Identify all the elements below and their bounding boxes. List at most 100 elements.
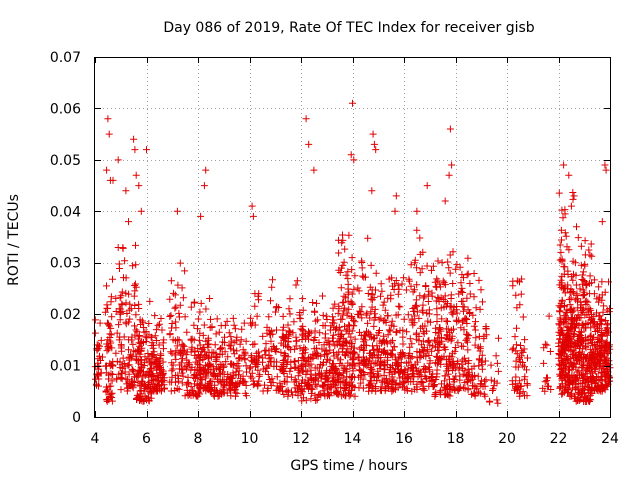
- data-point: [541, 378, 549, 386]
- data-point: [373, 377, 381, 385]
- data-point: [581, 262, 589, 270]
- data-point: [392, 328, 400, 336]
- data-point: [267, 358, 275, 366]
- data-point: [167, 277, 175, 285]
- data-point: [404, 311, 412, 319]
- data-point: [579, 268, 587, 276]
- data-point: [228, 337, 236, 345]
- data-point: [559, 214, 567, 222]
- data-point: [167, 348, 175, 356]
- data-point: [579, 271, 587, 279]
- data-point: [209, 370, 217, 378]
- data-point: [603, 362, 611, 370]
- data-point: [159, 369, 167, 377]
- data-point: [105, 375, 112, 383]
- data-point: [432, 352, 440, 360]
- data-point: [234, 379, 242, 387]
- data-point: [301, 349, 309, 357]
- data-point: [369, 130, 377, 138]
- data-point: [367, 308, 375, 316]
- data-point: [521, 373, 529, 381]
- data-point: [131, 282, 139, 289]
- data-point: [240, 319, 248, 327]
- data-point: [450, 383, 458, 391]
- data-point: [213, 354, 221, 362]
- data-point: [407, 282, 415, 290]
- data-point: [471, 326, 479, 334]
- data-point: [217, 322, 225, 330]
- data-point: [565, 171, 573, 179]
- data-point: [125, 361, 133, 369]
- data-point: [230, 361, 238, 369]
- data-point: [371, 310, 378, 318]
- data-point: [296, 311, 304, 319]
- data-point: [557, 346, 565, 354]
- data-point: [299, 306, 307, 314]
- data-point: [151, 332, 159, 340]
- data-point: [476, 347, 484, 355]
- data-point: [133, 328, 141, 336]
- data-point: [564, 327, 572, 334]
- data-point: [195, 364, 203, 372]
- data-point: [360, 331, 368, 339]
- data-point: [190, 298, 198, 306]
- data-point: [284, 386, 292, 394]
- data-point: [279, 365, 287, 372]
- data-point: [215, 370, 223, 378]
- data-point: [310, 337, 318, 345]
- data-point: [361, 341, 369, 349]
- data-point: [434, 277, 442, 285]
- data-point: [606, 345, 614, 353]
- data-point: [361, 361, 369, 369]
- data-point: [563, 323, 571, 331]
- data-point: [183, 348, 191, 356]
- data-point: [465, 332, 473, 340]
- data-point: [148, 339, 156, 347]
- data-point: [171, 351, 179, 359]
- data-point: [211, 341, 219, 349]
- data-point: [377, 292, 384, 300]
- data-point: [107, 331, 115, 339]
- data-point: [555, 189, 563, 197]
- data-point: [122, 289, 130, 297]
- data-point: [562, 383, 570, 391]
- data-point: [413, 302, 421, 310]
- data-point: [406, 277, 413, 285]
- data-point: [336, 360, 344, 367]
- data-point: [310, 166, 318, 174]
- data-point: [379, 301, 387, 309]
- data-point: [187, 335, 195, 343]
- data-point: [472, 304, 480, 312]
- data-point: [370, 335, 378, 343]
- data-point: [365, 383, 373, 391]
- data-point: [361, 371, 369, 379]
- data-point: [597, 315, 605, 323]
- data-point: [171, 304, 179, 312]
- data-point: [433, 373, 441, 381]
- data-point: [582, 394, 590, 402]
- data-point: [559, 331, 567, 338]
- data-point: [227, 333, 235, 341]
- data-point: [335, 378, 343, 386]
- data-point: [456, 376, 464, 384]
- data-point: [448, 332, 456, 340]
- data-point: [145, 378, 153, 386]
- data-point: [132, 261, 140, 269]
- data-point: [313, 299, 320, 307]
- data-point: [350, 348, 357, 356]
- data-point: [223, 317, 231, 325]
- data-point: [400, 315, 408, 323]
- data-point: [459, 384, 467, 392]
- data-point: [140, 324, 148, 331]
- data-point: [356, 367, 364, 374]
- data-point: [565, 246, 573, 254]
- data-point: [141, 381, 148, 389]
- data-point: [221, 348, 229, 356]
- data-point: [105, 390, 113, 398]
- x-tick-label: 6: [142, 431, 151, 447]
- data-point: [558, 380, 566, 388]
- data-point: [222, 378, 230, 386]
- data-point: [251, 302, 259, 310]
- data-point: [200, 182, 208, 190]
- data-point: [341, 337, 349, 345]
